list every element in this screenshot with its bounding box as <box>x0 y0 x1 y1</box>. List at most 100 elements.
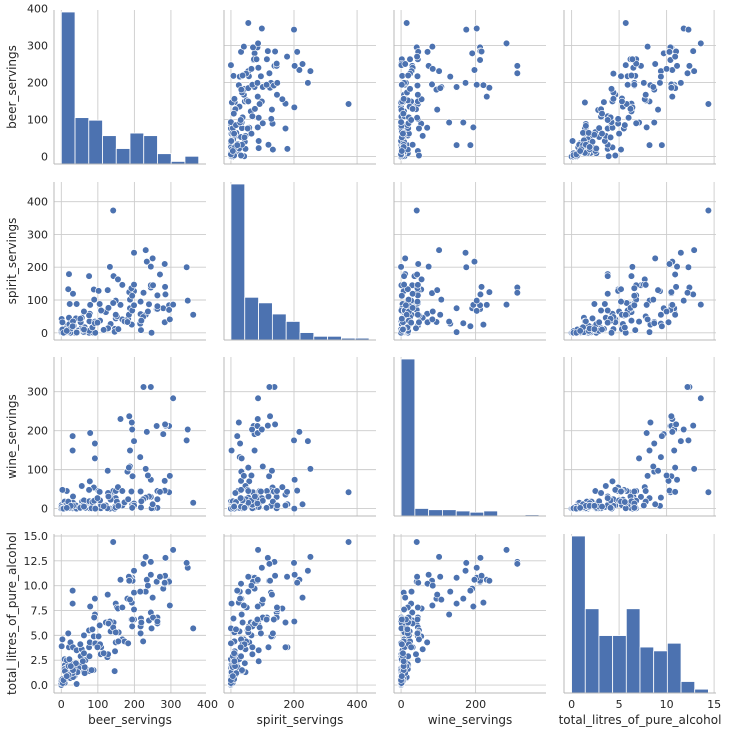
scatter-point <box>597 489 605 497</box>
scatter-point <box>247 130 256 138</box>
scatter-point <box>568 137 577 145</box>
scatter-point <box>97 306 105 315</box>
scatter-point <box>281 501 290 510</box>
scatter-point <box>428 601 436 610</box>
histogram-bar <box>653 650 668 694</box>
scatter-point <box>445 610 453 619</box>
scatter-point <box>96 488 104 496</box>
scatter-point <box>139 560 148 568</box>
scatter-point <box>96 300 104 308</box>
scatter-point <box>126 595 134 604</box>
scatter-point <box>227 599 236 608</box>
scatter-point <box>114 637 122 645</box>
scatter-point <box>237 486 245 494</box>
scatter-point <box>513 560 521 568</box>
scatter-point <box>673 262 681 271</box>
scatter-point <box>169 300 177 309</box>
scatter-point <box>400 95 408 103</box>
scatter-point <box>153 495 162 503</box>
scatter-point <box>622 61 630 69</box>
scatter-point <box>169 394 177 402</box>
scatter-point <box>116 415 125 423</box>
scatter-point <box>254 576 262 584</box>
scatter-point <box>269 629 277 637</box>
x-axis-label-beer_servings: beer_servings <box>88 713 172 727</box>
scatter-point <box>452 328 461 336</box>
scatter-point <box>293 48 301 56</box>
scatter-point <box>677 249 685 257</box>
scatter-point <box>139 637 147 645</box>
scatter-point <box>462 559 470 567</box>
scatter-point <box>268 105 276 114</box>
scatter-point <box>248 112 256 120</box>
scatter-point <box>264 141 273 149</box>
scatter-point <box>413 53 421 61</box>
scatter-point <box>435 553 443 561</box>
scatter-point <box>239 618 247 627</box>
histogram-bar <box>598 635 614 694</box>
scatter-point <box>477 283 486 291</box>
scatter-point <box>183 559 191 567</box>
histogram-bar <box>143 135 158 165</box>
scatter-point <box>459 594 467 603</box>
y-tick-label: 0 <box>41 327 48 340</box>
scatter-point <box>662 471 671 480</box>
scatter-point <box>690 246 698 254</box>
x-axis-label-spirit_servings: spirit_servings <box>257 713 344 727</box>
scatter-point <box>258 425 266 434</box>
x-tick-label: 15 <box>707 698 721 711</box>
scatter-point <box>400 272 408 280</box>
scatter-point <box>621 121 629 129</box>
scatter-point <box>251 105 259 113</box>
scatter-point <box>662 65 671 73</box>
scatter-point <box>413 298 422 306</box>
scatter-point <box>402 301 410 309</box>
scatter-point <box>429 582 437 590</box>
scatter-point <box>239 71 247 80</box>
scatter-point <box>581 98 589 107</box>
scatter-point <box>627 317 636 325</box>
scatter-point <box>400 281 408 289</box>
scatter-point <box>477 47 486 56</box>
scatter-point <box>414 656 422 664</box>
histogram-bar <box>584 608 600 694</box>
scatter-point <box>657 494 665 502</box>
scatter-point <box>344 100 353 108</box>
scatter-point <box>697 394 705 402</box>
scatter-point <box>658 141 666 149</box>
scatter-point <box>257 72 265 80</box>
histogram-bar <box>244 296 259 341</box>
scatter-point <box>598 503 606 511</box>
scatter-point <box>73 328 81 337</box>
scatter-point <box>94 632 103 640</box>
scatter-point <box>125 577 133 585</box>
scatter-point <box>626 105 635 113</box>
scatter-point <box>136 487 145 496</box>
histogram-bar <box>271 313 287 341</box>
scatter-point <box>254 546 262 554</box>
scatter-point <box>630 301 638 309</box>
scatter-point <box>236 439 244 448</box>
scatter-point <box>646 418 655 427</box>
scatter-point <box>459 319 467 327</box>
scatter-point <box>609 70 618 78</box>
scatter-point <box>476 56 484 64</box>
scatter-point <box>658 432 666 440</box>
scatter-point <box>136 453 144 461</box>
scatter-point <box>635 454 643 462</box>
scatter-point <box>161 477 169 485</box>
scatter-point <box>671 270 679 279</box>
scatter-point <box>306 67 315 75</box>
scatter-point <box>273 603 281 612</box>
scatter-point <box>80 503 88 511</box>
scatter-point <box>631 326 639 334</box>
scatter-point <box>153 617 162 626</box>
scatter-point <box>130 567 138 575</box>
scatter-point <box>104 619 113 628</box>
scatter-point <box>413 206 421 215</box>
scatter-point <box>244 487 252 495</box>
scatter-point <box>667 288 675 296</box>
scatter-point <box>672 420 680 429</box>
scatter-point <box>85 486 93 494</box>
